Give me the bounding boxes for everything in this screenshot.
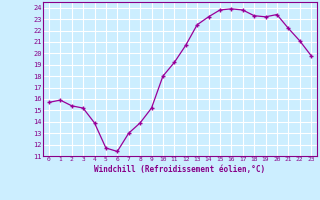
X-axis label: Windchill (Refroidissement éolien,°C): Windchill (Refroidissement éolien,°C)	[94, 165, 266, 174]
